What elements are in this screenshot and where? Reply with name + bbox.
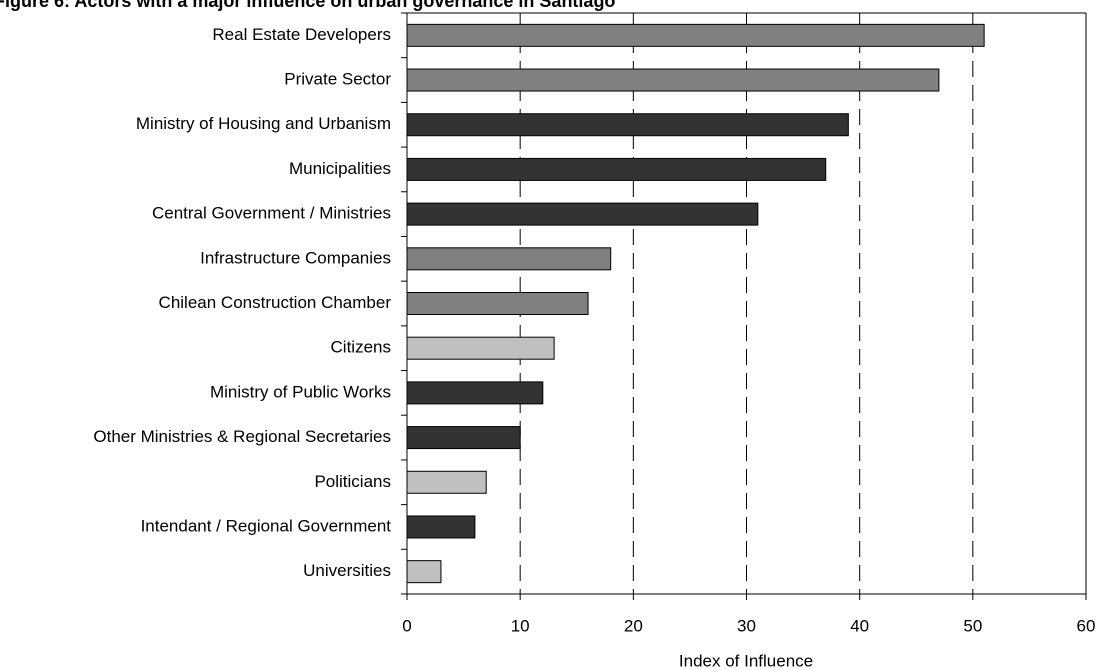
x-tick-label: 0 <box>402 616 411 635</box>
x-tick-label: 50 <box>963 616 982 635</box>
y-tick-label: Citizens <box>331 338 391 357</box>
y-tick-label: Ministry of Housing and Urbanism <box>136 114 391 133</box>
y-tick-label: Real Estate Developers <box>212 25 391 44</box>
y-tick-label: Other Ministries & Regional Secretaries <box>93 427 391 446</box>
x-tick-label: 10 <box>511 616 530 635</box>
bar <box>406 336 555 360</box>
bar <box>406 381 544 405</box>
y-tick-label: Municipalities <box>289 159 391 178</box>
bar <box>406 470 487 494</box>
y-tick-label: Infrastructure Companies <box>200 248 391 267</box>
x-tick-label: 40 <box>850 616 869 635</box>
y-tick-label: Politicians <box>314 472 391 491</box>
bar <box>406 292 589 315</box>
x-tick-label: 60 <box>1077 616 1096 635</box>
bar <box>406 515 476 539</box>
y-tick-label: Chilean Construction Chamber <box>159 293 392 312</box>
y-tick-label: Private Sector <box>284 70 391 89</box>
y-tick-label: Ministry of Public Works <box>210 382 391 401</box>
x-tick-label: 30 <box>737 616 756 635</box>
bar <box>406 68 940 92</box>
y-tick-label: Intendant / Regional Government <box>141 516 392 535</box>
bar <box>406 247 612 271</box>
x-tick-label: 20 <box>624 616 643 635</box>
bar <box>406 426 521 450</box>
bar <box>406 202 759 226</box>
bar <box>406 560 442 584</box>
bar <box>406 23 985 47</box>
bar <box>406 157 827 181</box>
bar <box>406 113 849 137</box>
y-tick-label: Universities <box>303 561 391 580</box>
y-tick-label: Central Government / Ministries <box>152 204 391 223</box>
x-axis-label: Index of Influence <box>679 651 813 670</box>
chart-title: Figure 6: Actors with a major influence … <box>0 0 615 11</box>
